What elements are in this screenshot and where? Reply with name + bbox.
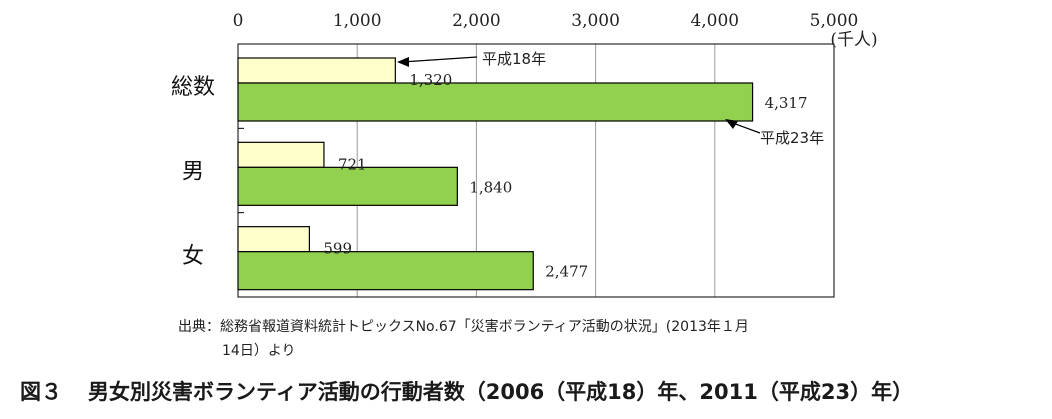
source-note: 出典：総務省報道資料統計トピックスNo.67「災害ボランティア活動の状況」(20…: [178, 315, 898, 363]
bar-series-1: [237, 226, 311, 253]
bar-series-2: [237, 82, 754, 122]
source-line-2: 14日）より: [222, 343, 296, 359]
plot-area-frame: [237, 43, 835, 298]
data-label-series-2: 1,840: [469, 178, 512, 196]
category-label: 女: [182, 244, 204, 269]
data-label-series-2: 2,477: [545, 263, 588, 281]
data-label-series-2: 4,317: [765, 94, 808, 112]
x-tick-label: 3,000: [571, 11, 620, 31]
bar-series-1: [237, 57, 396, 84]
figure-number: 図３: [20, 380, 62, 404]
unit-label: (千人): [830, 30, 877, 50]
x-tick-label: 5,000: [810, 11, 859, 31]
data-label-series-1: 1,320: [409, 71, 452, 89]
x-tick-label: 1,000: [333, 11, 382, 31]
callout-label-series-2: 平成23年: [760, 129, 824, 147]
bar-series-1: [237, 141, 325, 168]
x-tick-label: 2,000: [452, 11, 501, 31]
bar-series-2: [237, 166, 458, 206]
bar-series-2: [237, 251, 534, 291]
callout-series-1: 平成18年: [397, 50, 546, 68]
figure-caption: 図３ 男女別災害ボランティア活動の行動者数（2006（平成18）年、2011（平成…: [20, 376, 1040, 406]
callout-label-series-1: 平成18年: [482, 50, 546, 68]
data-label-series-1: 721: [338, 155, 367, 173]
category-label: 総数: [171, 75, 215, 100]
source-line-1: 出典：総務省報道資料統計トピックスNo.67「災害ボランティア活動の状況」(20…: [178, 319, 749, 335]
category-label: 男: [182, 160, 204, 185]
figure-title: 男女別災害ボランティア活動の行動者数（2006（平成18）年、2011（平成23…: [88, 380, 914, 404]
x-tick-label: 0: [233, 11, 244, 31]
arrowhead-series-2: [725, 119, 738, 129]
x-tick-label: 4,000: [690, 11, 739, 31]
callout-arrow-series-1: [401, 56, 478, 63]
data-label-series-1: 599: [323, 240, 352, 258]
callout-series-2: 平成23年: [725, 119, 824, 147]
arrowhead-series-1: [397, 57, 409, 67]
